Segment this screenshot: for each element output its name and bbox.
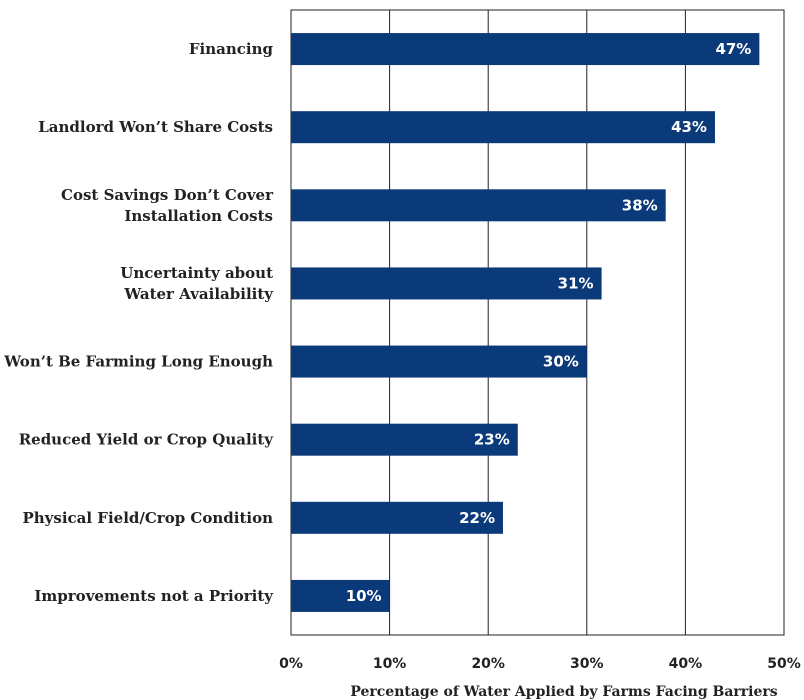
x-tick-label: 10% [373,656,407,672]
bar [291,189,666,222]
x-tick-label: 20% [471,656,505,672]
x-tick-label: 30% [570,656,604,672]
category-label: Reduced Yield or Crop Quality [19,431,275,449]
gridlines [290,9,785,636]
category-label: Physical Field/Crop Condition [22,509,273,527]
category-label: Improvements not a Priority [34,587,274,605]
bar [291,345,587,378]
bar-value-label: 10% [346,587,382,605]
category-label: Won’t Be Farming Long Enough [3,353,273,371]
category-label: Water Availability [123,285,274,303]
category-label: Landlord Won’t Share Costs [38,118,273,136]
bar [291,423,518,456]
bar-value-label: 31% [558,274,594,292]
x-tick-label: 50% [767,656,801,672]
category-label: Financing [189,40,274,58]
bar [291,579,390,612]
bar-value-label: 23% [474,431,510,449]
bar [291,501,503,534]
category-labels: Financing Landlord Won’t Share Costs Cost … [3,40,274,605]
bar [291,267,602,300]
x-tick-label: 40% [669,656,703,672]
x-axis-title: Percentage of Water Applied by Farms Fac… [350,684,777,700]
x-tick-label: 0% [279,656,303,672]
bar-value-label: 43% [671,118,707,136]
bar-value-label: 30% [543,353,579,371]
bars [291,33,760,612]
category-label: Installation Costs [124,207,273,225]
x-tick-labels: 0% 10% 20% 30% 40% 50% [279,656,801,672]
bar-value-label: 47% [715,40,751,58]
bar-value-label: 22% [459,509,495,527]
category-label: Uncertainty about [120,264,273,282]
value-labels: 47% 43% 38% 31% 30% 23% 22% 10% [346,40,752,605]
bar [291,33,760,66]
plot-frame [290,9,785,636]
bar-value-label: 38% [622,196,658,214]
category-label: Cost Savings Don’t Cover [61,186,274,204]
bar [291,111,715,144]
